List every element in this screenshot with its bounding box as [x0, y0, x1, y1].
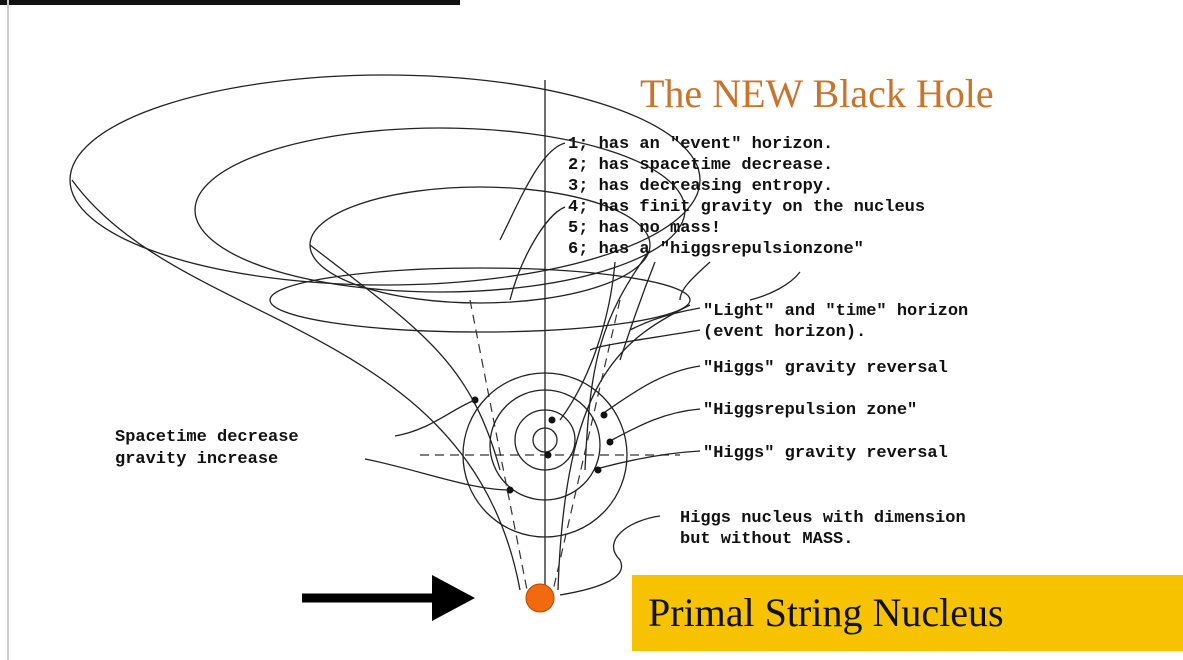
title: The NEW Black Hole — [640, 71, 994, 116]
label: (event horizon). — [703, 323, 866, 342]
dot — [549, 417, 556, 424]
background — [0, 0, 1183, 660]
label: "Light" and "time" horizon — [703, 302, 968, 321]
nucleus — [526, 584, 554, 612]
label: "Higgsrepulsion zone" — [703, 401, 917, 420]
property: 6; has a "higgsrepulsionzone" — [568, 240, 864, 259]
footer-text: Primal String Nucleus — [648, 590, 1004, 635]
property: 3; has decreasing entropy. — [568, 177, 833, 196]
dot — [601, 412, 608, 419]
top-bar — [0, 0, 460, 5]
label: "Higgs" gravity reversal — [703, 444, 948, 463]
label: gravity increase — [115, 450, 278, 469]
label: Spacetime decrease — [115, 428, 299, 447]
property: 4; has finit gravity on the nucleus — [568, 198, 925, 217]
dot — [545, 452, 552, 459]
label: "Higgs" gravity reversal — [703, 359, 948, 378]
diagram: The NEW Black Hole 1; has an "event" hor… — [0, 0, 1183, 660]
property: 1; has an "event" horizon. — [568, 135, 833, 154]
property: 2; has spacetime decrease. — [568, 156, 833, 175]
property: 5; has no mass! — [568, 219, 721, 238]
label: Higgs nucleus with dimension — [680, 509, 966, 528]
label: but without MASS. — [680, 530, 853, 549]
